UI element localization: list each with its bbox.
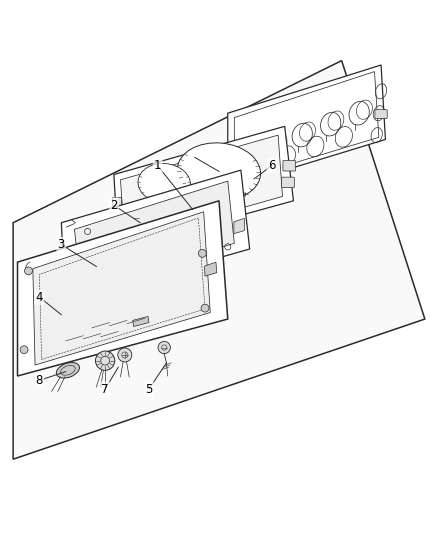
Polygon shape [114,126,293,249]
Polygon shape [153,247,171,256]
FancyBboxPatch shape [283,160,296,171]
Text: 1: 1 [154,159,162,172]
FancyBboxPatch shape [230,145,243,154]
Polygon shape [205,262,217,276]
Circle shape [20,346,28,354]
Circle shape [118,348,132,362]
Ellipse shape [177,143,261,200]
Polygon shape [133,317,149,327]
FancyBboxPatch shape [375,110,387,118]
Text: 2: 2 [110,199,118,212]
Bar [112,197,121,208]
Circle shape [95,351,115,370]
Text: 8: 8 [36,374,43,387]
Polygon shape [18,201,228,376]
Polygon shape [61,170,250,302]
Ellipse shape [138,164,191,203]
Text: 5: 5 [145,383,152,395]
Bar [116,211,126,223]
Polygon shape [33,212,210,365]
Text: 4: 4 [35,290,43,304]
Text: 7: 7 [101,383,109,395]
Polygon shape [228,65,385,188]
Polygon shape [120,135,283,241]
Circle shape [201,304,209,312]
Polygon shape [234,219,244,233]
Circle shape [131,214,140,223]
Text: 3: 3 [58,238,65,251]
Circle shape [158,342,170,354]
Polygon shape [74,181,234,290]
Polygon shape [13,61,425,459]
FancyBboxPatch shape [282,177,294,188]
Circle shape [25,267,32,275]
Ellipse shape [57,362,79,378]
Circle shape [198,249,206,257]
Text: 6: 6 [268,159,276,172]
